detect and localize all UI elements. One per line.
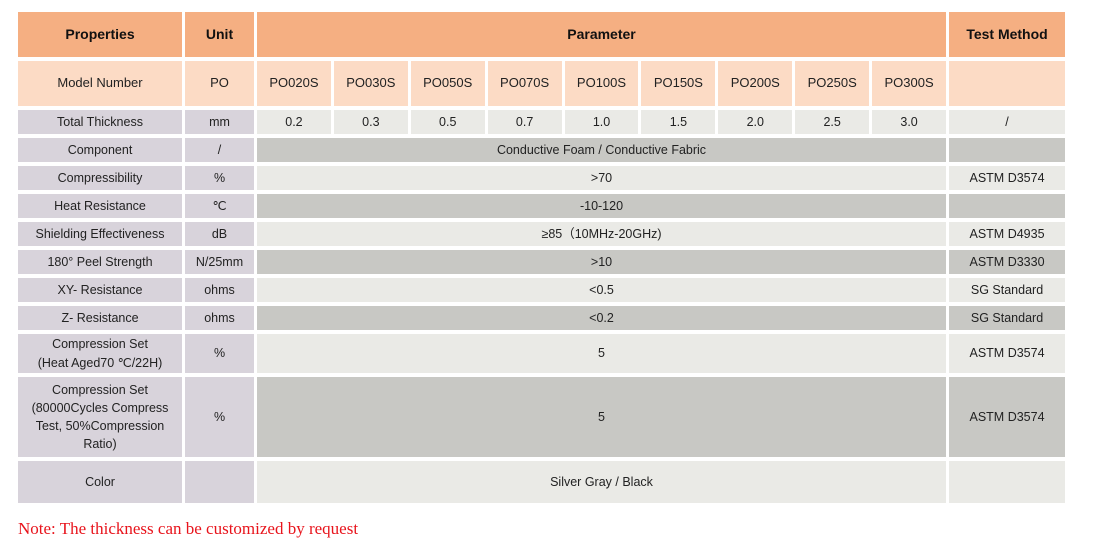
model-number-cell: PO200S (718, 61, 793, 106)
property-test-method (949, 461, 1066, 503)
thickness-value: 0.7 (487, 110, 562, 134)
property-label: Compressibility (18, 166, 182, 190)
property-test-method: ASTM D3574 (949, 377, 1066, 457)
thickness-value: 3.0 (872, 110, 947, 134)
model-number-cell: PO070S (487, 61, 562, 106)
thickness-unit: mm (185, 110, 254, 134)
property-test-method: ASTM D3330 (949, 250, 1066, 274)
property-value: 5 (257, 334, 947, 373)
spec-table: Properties Unit Parameter Test Method Model … (18, 12, 1066, 503)
header-unit: Unit (185, 12, 254, 57)
property-unit: ohms (185, 306, 254, 330)
thickness-value: 1.0 (564, 110, 639, 134)
model-number-cell: PO150S (641, 61, 716, 106)
property-unit: dB (185, 222, 254, 246)
model-number-cell: PO020S (257, 61, 331, 106)
property-value: >70 (257, 166, 947, 190)
model-number-cell: PO300S (872, 61, 947, 106)
property-test-method: SG Standard (949, 306, 1066, 330)
property-value: >10 (257, 250, 947, 274)
property-value: Conductive Foam / Conductive Fabric (257, 138, 947, 162)
property-unit: % (185, 334, 254, 373)
property-test-method: ASTM D3574 (949, 166, 1066, 190)
model-number-cell: PO250S (795, 61, 870, 106)
thickness-value: 1.5 (641, 110, 716, 134)
thickness-test: / (949, 110, 1066, 134)
property-value: ≥85（10MHz-20GHz) (257, 222, 947, 246)
property-unit: N/25mm (185, 250, 254, 274)
property-value: -10-120 (257, 194, 947, 218)
model-number-cell: PO050S (410, 61, 485, 106)
property-value: <0.2 (257, 306, 947, 330)
model-number-unit: PO (185, 61, 254, 106)
model-number-cell: PO030S (333, 61, 408, 106)
thickness-value: 2.5 (795, 110, 870, 134)
property-value: <0.5 (257, 278, 947, 302)
property-unit: % (185, 377, 254, 457)
property-unit: ohms (185, 278, 254, 302)
property-label: Compression Set (80000Cycles Compress Te… (18, 377, 182, 457)
header-properties: Properties (18, 12, 182, 57)
property-label: Heat Resistance (18, 194, 182, 218)
property-test-method (949, 138, 1066, 162)
thickness-value: 2.0 (718, 110, 793, 134)
property-unit (185, 461, 254, 503)
model-number-cell: PO100S (564, 61, 639, 106)
property-label: Color (18, 461, 182, 503)
property-unit: % (185, 166, 254, 190)
note-text: Note: The thickness can be customized by… (18, 519, 359, 538)
thickness-value: 0.5 (410, 110, 485, 134)
property-label: Compression Set (Heat Aged70 ℃/22H) (18, 334, 182, 373)
thickness-label: Total Thickness (18, 110, 182, 134)
model-number-label: Model Number (18, 61, 182, 106)
property-label: Shielding Effectiveness (18, 222, 182, 246)
property-value: Silver Gray / Black (257, 461, 947, 503)
header-test-method: Test Method (949, 12, 1066, 57)
header-parameter: Parameter (257, 12, 947, 57)
property-label: 180° Peel Strength (18, 250, 182, 274)
property-label: XY- Resistance (18, 278, 182, 302)
property-label: Component (18, 138, 182, 162)
property-test-method: SG Standard (949, 278, 1066, 302)
property-test-method: ASTM D3574 (949, 334, 1066, 373)
property-label: Z- Resistance (18, 306, 182, 330)
property-value: 5 (257, 377, 947, 457)
property-test-method (949, 194, 1066, 218)
thickness-value: 0.2 (257, 110, 331, 134)
property-unit: / (185, 138, 254, 162)
model-number-test (949, 61, 1066, 106)
thickness-value: 0.3 (333, 110, 408, 134)
property-unit: ℃ (185, 194, 254, 218)
property-test-method: ASTM D4935 (949, 222, 1066, 246)
